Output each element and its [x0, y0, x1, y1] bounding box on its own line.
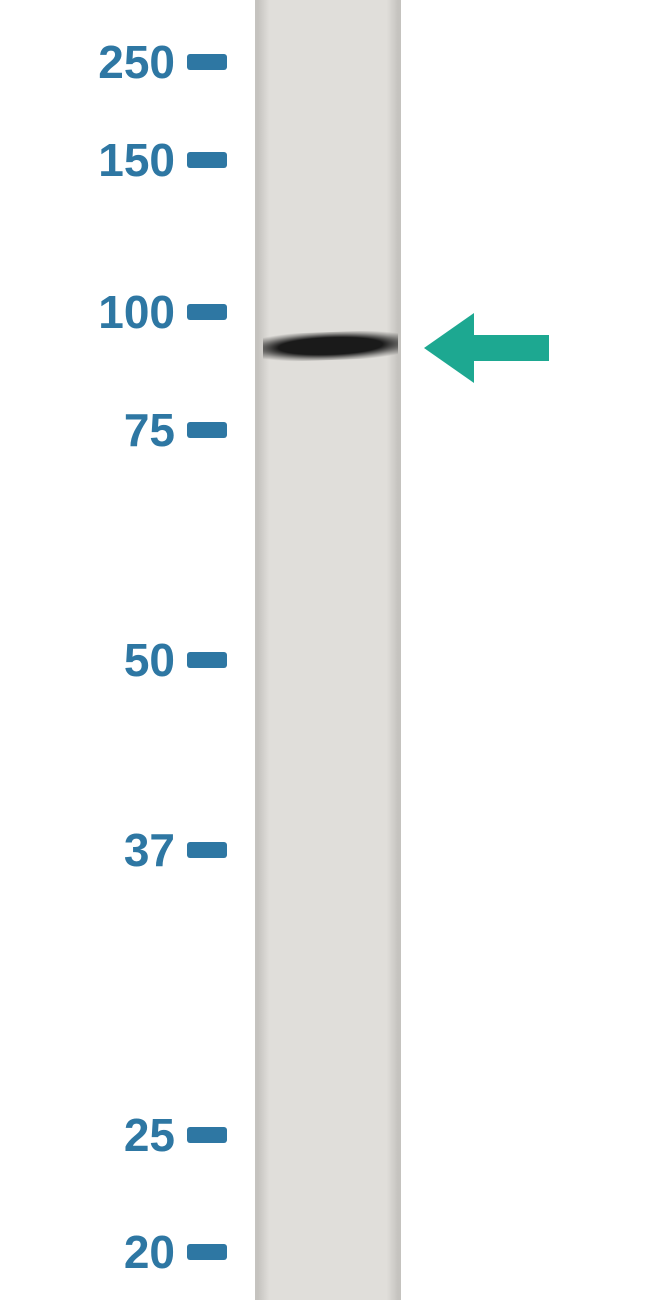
marker-dash-37 — [187, 842, 227, 858]
marker-dash-100 — [187, 304, 227, 320]
lane-border-left — [255, 0, 258, 1300]
marker-label-25: 25 — [0, 1108, 175, 1162]
marker-dash-50 — [187, 652, 227, 668]
marker-dash-75 — [187, 422, 227, 438]
marker-dash-25 — [187, 1127, 227, 1143]
marker-label-37: 37 — [0, 823, 175, 877]
arrow-head-icon — [424, 313, 474, 383]
marker-label-250: 250 — [0, 35, 175, 89]
marker-label-50: 50 — [0, 633, 175, 687]
marker-dash-250 — [187, 54, 227, 70]
western-blot-panel: 250 150 100 75 50 37 25 20 — [0, 0, 650, 1300]
arrow-shaft — [474, 335, 549, 361]
marker-dash-20 — [187, 1244, 227, 1260]
protein-band-0 — [263, 330, 398, 363]
marker-label-20: 20 — [0, 1225, 175, 1279]
marker-label-150: 150 — [0, 133, 175, 187]
marker-label-100: 100 — [0, 285, 175, 339]
marker-label-75: 75 — [0, 403, 175, 457]
lane-border-right — [398, 0, 401, 1300]
marker-dash-150 — [187, 152, 227, 168]
band-indicator-arrow — [424, 313, 549, 383]
blot-lane — [258, 0, 398, 1300]
